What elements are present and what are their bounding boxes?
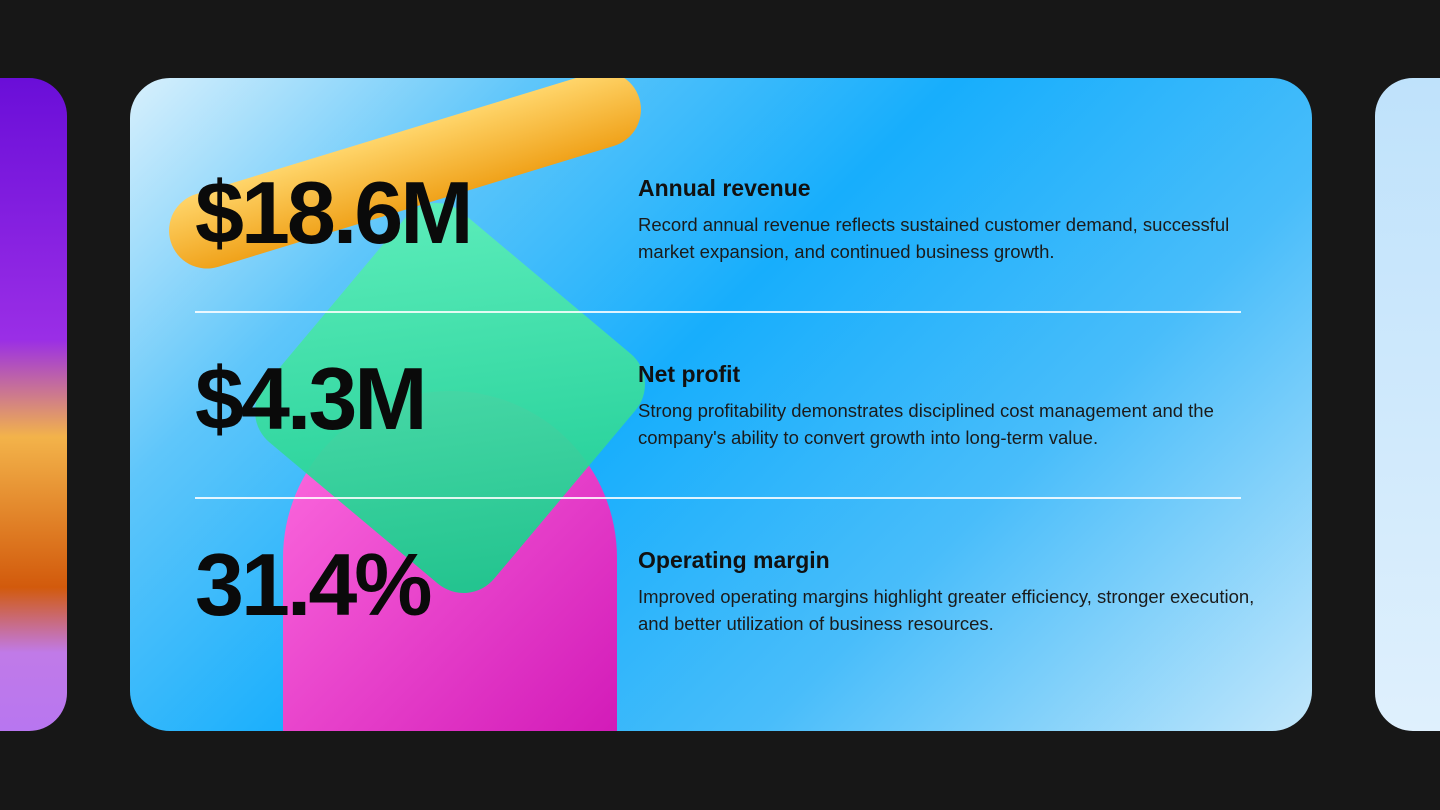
metric-title: Operating margin (638, 547, 830, 573)
next-card[interactable] (1375, 78, 1440, 731)
metric-row: 31.4% Operating margin Improved operatin… (130, 492, 1312, 678)
metric-value: $4.3M (195, 349, 428, 448)
metric-row: $4.3M Net profit Strong profitability de… (130, 306, 1312, 492)
metric-value: 31.4% (195, 535, 433, 634)
metric-value: $18.6M (195, 163, 474, 262)
metric-title: Annual revenue (638, 175, 811, 201)
divider (195, 497, 1241, 499)
decoration (169, 78, 645, 731)
previous-card[interactable] (0, 78, 67, 731)
metric-description: Strong profitability demonstrates discip… (638, 400, 1214, 448)
divider (195, 311, 1241, 313)
yellow-shape (169, 78, 641, 269)
metric-description: Record annual revenue reflects sustained… (638, 214, 1230, 262)
metric-description: Improved operating margins highlight gre… (638, 586, 1255, 634)
metrics-card: $18.6M Annual revenue Record annual reve… (130, 78, 1312, 731)
metric-title: Net profit (638, 361, 741, 387)
green-shape (255, 203, 645, 593)
metric-row: $18.6M Annual revenue Record annual reve… (130, 120, 1312, 306)
